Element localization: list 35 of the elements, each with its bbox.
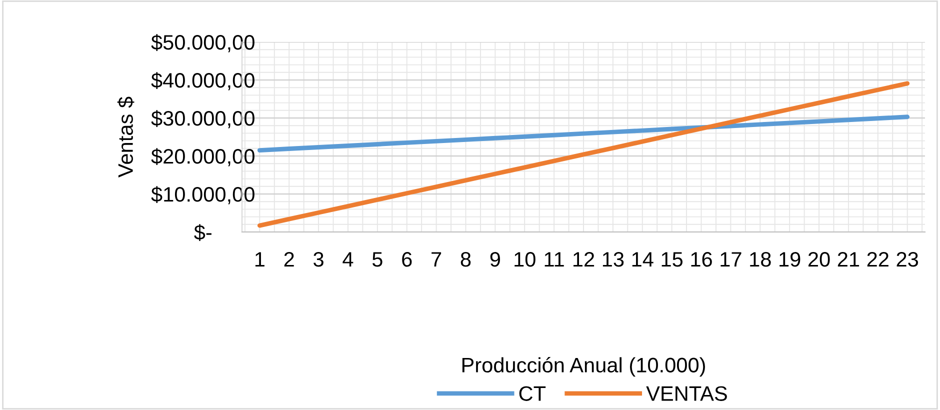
line-series — [257, 81, 910, 228]
x-tick-label: 17 — [720, 252, 742, 267]
x-tick-label: 23 — [896, 252, 918, 267]
x-tick-label: 5 — [372, 252, 382, 267]
x-tick-label: 12 — [574, 252, 594, 267]
x-tick-label: 16 — [691, 252, 712, 267]
y-tick-label: $10.000,00 — [151, 186, 254, 204]
x-tick-label: 18 — [750, 252, 771, 267]
x-tick-label: 6 — [402, 252, 412, 267]
legend-label: CT — [519, 386, 546, 401]
x-tick-label: 21 — [838, 252, 860, 267]
x-tick-label: 20 — [808, 252, 830, 267]
y-tick-label: $40.000,00 — [151, 72, 254, 90]
x-tick-label: 10 — [514, 252, 536, 267]
y-axis-title: Ventas $ — [117, 96, 134, 178]
x-tick-label: 13 — [602, 252, 624, 267]
x-tick-label: 22 — [867, 252, 888, 267]
x-tick-label: 3 — [314, 252, 324, 267]
legend-label: VENTAS — [646, 386, 727, 401]
x-axis-title: Producción Anual (10.000) — [462, 356, 705, 377]
x-tick-label: 19 — [780, 252, 800, 267]
y-tick-label: $20.000,00 — [151, 148, 254, 166]
y-tick-label: $- — [194, 224, 212, 241]
y-tick-label: $30.000,00 — [151, 110, 254, 128]
x-tick-label: 14 — [632, 252, 654, 267]
y-tick-label: $50.000,00 — [151, 34, 254, 52]
x-tick-label: 15 — [662, 252, 683, 267]
x-tick-label: 1 — [255, 252, 264, 267]
x-tick-label: 2 — [284, 252, 294, 267]
line-series — [257, 114, 910, 153]
x-tick-label: 8 — [460, 252, 471, 267]
x-tick-label: 11 — [544, 252, 564, 267]
x-tick-label: 7 — [432, 252, 442, 267]
x-tick-label: 4 — [342, 252, 354, 267]
x-tick-label: 9 — [490, 252, 500, 267]
